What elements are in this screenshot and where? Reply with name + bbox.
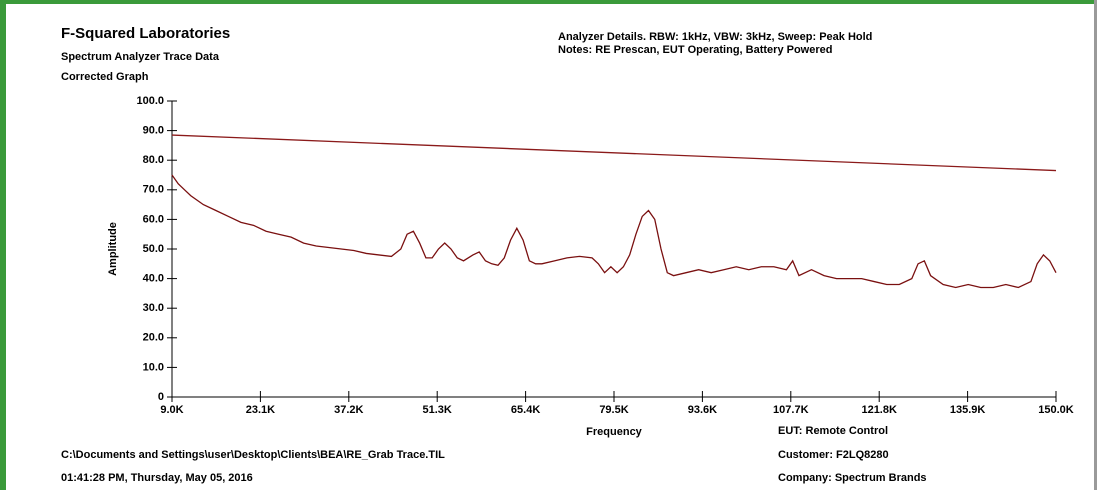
y-tick-label: 40.0 [143, 273, 164, 285]
x-tick-label: 121.8K [861, 404, 897, 416]
frame-top [0, 0, 1097, 4]
x-tick-label: 135.9K [950, 404, 986, 416]
y-axis-label: Amplitude [107, 222, 119, 276]
x-tick-label: 51.3K [423, 404, 452, 416]
file-path: C:\Documents and Settings\user\Desktop\C… [61, 449, 445, 461]
x-tick-label: 79.5K [599, 404, 628, 416]
y-tick-label: 50.0 [143, 243, 164, 255]
y-tick-label: 30.0 [143, 302, 164, 314]
frame-right [1094, 0, 1097, 490]
x-tick-label: 107.7K [773, 404, 809, 416]
customer: Customer: F2LQ8280 [778, 449, 889, 461]
y-tick-label: 10.0 [143, 361, 164, 373]
y-tick-label: 20.0 [143, 332, 164, 344]
x-tick-label: 23.1K [246, 404, 275, 416]
y-tick-label: 100.0 [136, 95, 164, 107]
x-tick-label: 93.6K [688, 404, 717, 416]
series-line [171, 134, 1057, 172]
x-axis-label: Frequency [586, 426, 643, 438]
details: Analyzer Details. RBW: 1kHz, VBW: 3kHz, … [558, 31, 872, 43]
x-tick-label: 150.0K [1038, 404, 1074, 416]
notes: Notes: RE Prescan, EUT Operating, Batter… [558, 44, 832, 56]
y-tick-label: 90.0 [143, 125, 164, 137]
y-tick-label: 0 [158, 391, 164, 403]
subtitle: Spectrum Analyzer Trace Data [61, 51, 220, 63]
frame-left [0, 0, 6, 490]
x-tick-label: 65.4K [511, 404, 540, 416]
x-tick-label: 9.0K [160, 404, 183, 416]
x-tick-label: 37.2K [334, 404, 363, 416]
y-tick-label: 60.0 [143, 213, 164, 225]
datetime: 01:41:28 PM, Thursday, May 05, 2016 [61, 472, 253, 484]
eut: EUT: Remote Control [778, 425, 888, 437]
company: Company: Spectrum Brands [778, 472, 927, 484]
chart-title: F-Squared Laboratories [61, 25, 230, 42]
series-line [171, 174, 1057, 289]
y-tick-label: 70.0 [143, 184, 164, 196]
y-tick-label: 80.0 [143, 154, 164, 166]
subtitle: Corrected Graph [61, 71, 149, 83]
